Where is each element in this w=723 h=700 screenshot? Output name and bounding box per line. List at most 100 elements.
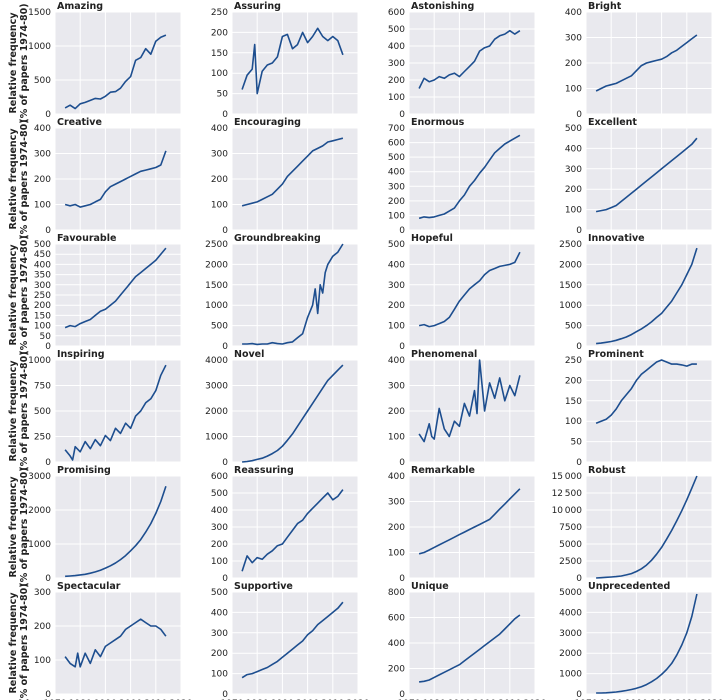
y-tick-label: 300 — [388, 382, 405, 392]
panel-title: Excellent — [588, 117, 637, 128]
y-tick-label: 0 — [399, 574, 405, 584]
y-tick-label: 400 — [388, 356, 405, 366]
y-tick-label: 2000 — [559, 260, 582, 270]
panel-title: Innovative — [588, 233, 645, 244]
series-line — [64, 364, 167, 461]
plot-background — [586, 360, 712, 462]
y-tick-label: 200 — [211, 649, 228, 659]
y-tick-label: 0 — [576, 110, 582, 120]
y-axis-label-line1: Relative frequency — [8, 360, 19, 462]
plot-background — [55, 592, 181, 694]
y-axis-label-line2: (% of papers 1974-80) — [19, 351, 30, 470]
y-tick-label: 250 — [34, 433, 51, 443]
y-tick-label: 100 — [34, 322, 51, 332]
y-tick-label: 300 — [34, 281, 51, 291]
y-axis-label-line2: (% of papers 1974-80) — [19, 235, 30, 354]
y-tick-label: 400 — [211, 124, 228, 134]
y-tick-label: 250 — [211, 8, 228, 18]
y-tick-label: 3000 — [205, 382, 228, 392]
series-line — [64, 618, 167, 668]
y-tick-label: 400 — [211, 608, 228, 618]
panel-creative: 0 100 200 300 400 Creative — [34, 117, 182, 236]
series-line — [596, 247, 698, 345]
y-tick-label: 400 — [388, 168, 405, 178]
series-line — [242, 243, 344, 346]
y-tick-label: 300 — [388, 59, 405, 69]
y-tick-label: 300 — [34, 588, 51, 598]
y-axis-label-line2: (% of papers 1974-80) — [19, 3, 30, 122]
panel-enormous: 0 100 200 300 400 500 600 700 Enormous — [388, 117, 536, 236]
plot-background — [586, 244, 712, 346]
series-line — [596, 475, 698, 579]
y-tick-label: 100 — [388, 93, 405, 103]
y-tick-label: 100 — [388, 322, 405, 332]
y-tick-label: 400 — [211, 506, 228, 516]
y-tick-label: 400 — [34, 124, 51, 134]
y-tick-label: 100 — [34, 656, 51, 666]
y-tick-label: 200 — [34, 301, 51, 311]
y-tick-label: 250 — [565, 356, 582, 366]
series-line — [418, 251, 521, 328]
y-tick-label: 5000 — [559, 588, 582, 598]
y-axis-label: Relative frequency (% of papers 1974-80) — [8, 467, 30, 586]
y-tick-label: 100 — [565, 206, 582, 216]
y-tick-label: 1500 — [205, 281, 228, 291]
y-tick-label: 400 — [388, 42, 405, 52]
y-tick-label: 100 — [211, 69, 228, 79]
y-axis-label: Relative frequency (% of papers 1974-80) — [8, 583, 30, 700]
y-tick-label: 700 — [388, 124, 405, 134]
y-tick-label: 500 — [565, 322, 582, 332]
y-tick-label: 1500 — [28, 8, 51, 18]
y-tick-label: 400 — [388, 639, 405, 649]
y-tick-label: 150 — [34, 311, 51, 321]
y-tick-label: 1000 — [559, 670, 582, 680]
panel-amazing: 0 500 1000 1500 Amazing — [28, 1, 182, 120]
series-line — [418, 134, 521, 220]
y-tick-label: 200 — [565, 59, 582, 69]
y-tick-label: 800 — [388, 588, 405, 598]
series-line — [64, 34, 167, 110]
y-tick-label: 300 — [388, 498, 405, 508]
y-tick-label: 7500 — [559, 523, 582, 533]
panel-title: Encouraging — [234, 117, 301, 128]
y-tick-label: 15 000 — [552, 472, 583, 482]
y-axis-label: Relative frequency (% of papers 1974-80) — [8, 351, 30, 470]
y-tick-label: 200 — [211, 175, 228, 185]
panel-unique: 0200400600800Unique197019801990200020102… — [388, 581, 547, 700]
y-tick-label: 0 — [45, 690, 51, 700]
plot-background — [55, 476, 181, 578]
y-tick-label: 300 — [565, 165, 582, 175]
y-tick-label: 0 — [576, 226, 582, 236]
y-tick-label: 150 — [565, 397, 582, 407]
y-axis-label-line1: Relative frequency — [8, 12, 19, 114]
y-tick-label: 1000 — [205, 301, 228, 311]
y-tick-label: 0 — [45, 226, 51, 236]
series-line — [595, 359, 697, 424]
y-tick-label: 2000 — [28, 506, 51, 516]
panel-inspiring: 0 250 500 750 1000 Inspiring — [28, 349, 182, 468]
panel-astonishing: 0 100 200 300 400 500 600 Astonishing — [388, 1, 536, 120]
y-axis-label-line2: (% of papers 1974-80) — [19, 583, 30, 700]
y-tick-label: 500 — [211, 588, 228, 598]
y-tick-label: 100 — [388, 549, 405, 559]
y-tick-label: 200 — [388, 665, 405, 675]
y-tick-label: 500 — [34, 240, 51, 250]
y-tick-label: 300 — [388, 281, 405, 291]
plot-background — [409, 128, 535, 230]
y-tick-label: 0 — [399, 690, 405, 700]
y-tick-label: 500 — [388, 25, 405, 35]
y-tick-label: 0 — [222, 110, 228, 120]
y-tick-label: 2000 — [205, 407, 228, 417]
panel-excellent: 0 100 200 300 400 500 Excellent — [565, 117, 713, 236]
y-tick-label: 500 — [211, 322, 228, 332]
y-axis-label-line2: (% of papers 1974-80) — [19, 467, 30, 586]
panel-spectacular: 0100200300Spectacular1970198019902000201… — [34, 581, 193, 700]
series-line — [64, 150, 167, 208]
series-line — [241, 137, 344, 207]
plot-background — [409, 244, 535, 346]
y-tick-label: 300 — [211, 523, 228, 533]
y-tick-label: 600 — [211, 472, 228, 482]
y-tick-label: 300 — [211, 150, 228, 160]
y-tick-label: 600 — [388, 614, 405, 624]
